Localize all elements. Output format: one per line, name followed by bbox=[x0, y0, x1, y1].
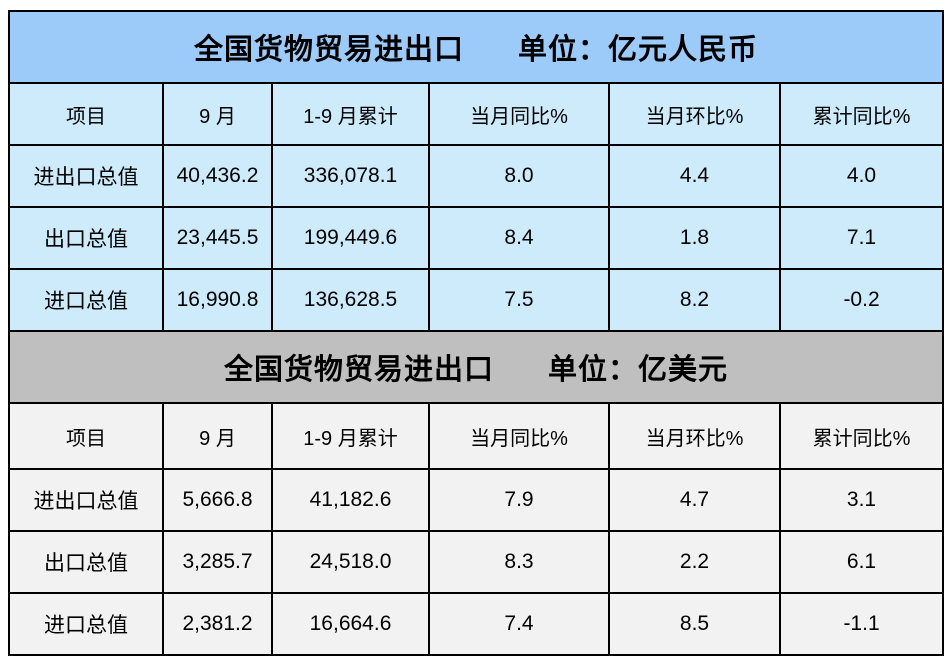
cell-value: -0.2 bbox=[778, 268, 945, 332]
cell-value: 8.3 bbox=[428, 530, 610, 594]
row-label: 进出口总值 bbox=[8, 468, 164, 532]
cell-value: 4.0 bbox=[778, 144, 945, 208]
trade-table: 全国货物贸易进出口 单位：亿元人民币 项目 9 月 1-9 月累计 当月同比% 当… bbox=[7, 10, 945, 656]
rmb-title-cell: 全国货物贸易进出口 单位：亿元人民币 bbox=[7, 10, 945, 84]
usd-title-row: 全国货物贸易进出口 单位：亿美元 bbox=[7, 330, 945, 404]
usd-column-header-cum-yoy: 累计同比% bbox=[778, 402, 945, 470]
rmb-column-header-cumulative: 1-9 月累计 bbox=[271, 82, 430, 146]
cell-value: 336,078.1 bbox=[271, 144, 430, 208]
cell-value: 7.9 bbox=[428, 468, 610, 532]
usd-column-header-month: 9 月 bbox=[162, 402, 273, 470]
usd-column-header-cumulative: 1-9 月累计 bbox=[271, 402, 430, 470]
cell-value: 8.4 bbox=[428, 206, 610, 270]
cell-value: 16,990.8 bbox=[162, 268, 273, 332]
usd-column-header-yoy: 当月同比% bbox=[428, 402, 610, 470]
table-row: 进出口总值 5,666.8 41,182.6 7.9 4.7 3.1 bbox=[8, 468, 945, 532]
cell-value: -1.1 bbox=[778, 592, 945, 656]
usd-title-cell: 全国货物贸易进出口 单位：亿美元 bbox=[7, 330, 945, 404]
usd-header-row: 项目 9 月 1-9 月累计 当月同比% 当月环比% 累计同比% bbox=[8, 402, 945, 470]
cell-value: 23,445.5 bbox=[162, 206, 273, 270]
usd-column-header-mom: 当月环比% bbox=[608, 402, 781, 470]
cell-value: 24,518.0 bbox=[271, 530, 430, 594]
cell-value: 4.7 bbox=[608, 468, 781, 532]
cell-value: 41,182.6 bbox=[271, 468, 430, 532]
cell-value: 40,436.2 bbox=[162, 144, 273, 208]
rmb-unit-label: 单位：亿元人民币 bbox=[518, 34, 759, 66]
rmb-column-header-yoy: 当月同比% bbox=[428, 82, 610, 146]
row-label: 出口总值 bbox=[8, 530, 164, 594]
table-row: 出口总值 3,285.7 24,518.0 8.3 2.2 6.1 bbox=[8, 530, 945, 594]
row-label: 进口总值 bbox=[8, 268, 164, 332]
table-row: 进出口总值 40,436.2 336,078.1 8.0 4.4 4.0 bbox=[8, 144, 945, 208]
table-row: 进口总值 16,990.8 136,628.5 7.5 8.2 -0.2 bbox=[8, 268, 945, 332]
cell-value: 2.2 bbox=[608, 530, 781, 594]
usd-unit-label: 单位：亿美元 bbox=[548, 354, 729, 386]
cell-value: 5,666.8 bbox=[162, 468, 273, 532]
cell-value: 7.4 bbox=[428, 592, 610, 656]
cell-value: 136,628.5 bbox=[271, 268, 430, 332]
cell-value: 4.4 bbox=[608, 144, 781, 208]
row-label: 进口总值 bbox=[8, 592, 164, 656]
usd-column-header-item: 项目 bbox=[8, 402, 164, 470]
cell-value: 3.1 bbox=[778, 468, 945, 532]
row-label: 进出口总值 bbox=[8, 144, 164, 208]
cell-value: 7.5 bbox=[428, 268, 610, 332]
cell-value: 1.8 bbox=[608, 206, 781, 270]
cell-value: 2,381.2 bbox=[162, 592, 273, 656]
rmb-column-header-month: 9 月 bbox=[162, 82, 273, 146]
rmb-header-row: 项目 9 月 1-9 月累计 当月同比% 当月环比% 累计同比% bbox=[8, 82, 945, 146]
rmb-column-header-item: 项目 bbox=[8, 82, 164, 146]
rmb-column-header-cum-yoy: 累计同比% bbox=[778, 82, 945, 146]
trade-report: 全国货物贸易进出口 单位：亿元人民币 项目 9 月 1-9 月累计 当月同比% 当… bbox=[7, 10, 945, 656]
cell-value: 3,285.7 bbox=[162, 530, 273, 594]
table-row: 进口总值 2,381.2 16,664.6 7.4 8.5 -1.1 bbox=[8, 592, 945, 656]
table-row: 出口总值 23,445.5 199,449.6 8.4 1.8 7.1 bbox=[8, 206, 945, 270]
rmb-column-header-mom: 当月环比% bbox=[608, 82, 781, 146]
cell-value: 199,449.6 bbox=[271, 206, 430, 270]
usd-table-title: 全国货物贸易进出口 bbox=[224, 354, 495, 386]
cell-value: 8.5 bbox=[608, 592, 781, 656]
row-label: 出口总值 bbox=[8, 206, 164, 270]
rmb-table-title: 全国货物贸易进出口 bbox=[194, 34, 465, 66]
cell-value: 8.0 bbox=[428, 144, 610, 208]
cell-value: 6.1 bbox=[778, 530, 945, 594]
cell-value: 8.2 bbox=[608, 268, 781, 332]
rmb-title-row: 全国货物贸易进出口 单位：亿元人民币 bbox=[7, 10, 945, 84]
cell-value: 16,664.6 bbox=[271, 592, 430, 656]
cell-value: 7.1 bbox=[778, 206, 945, 270]
